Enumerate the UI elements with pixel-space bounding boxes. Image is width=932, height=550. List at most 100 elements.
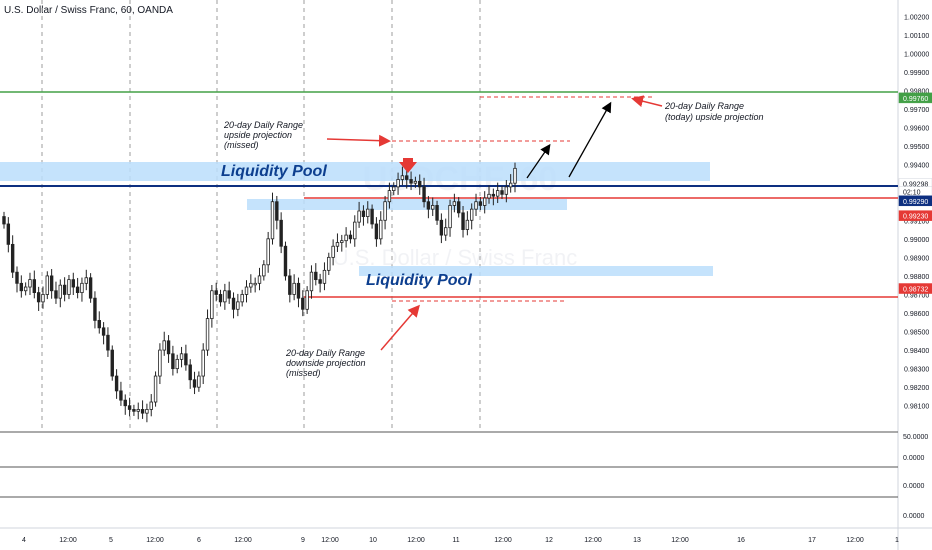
candle-body [153,375,158,403]
indicator-tick: 0.0000 [903,513,925,520]
candle-body [275,201,279,221]
time-axis[interactable]: 4 12:00 5 12:00 6 12:00 9 12:00 10 12:00 11 12:00 12… [22,537,899,544]
candle-body [305,290,309,310]
downside-missed-note: 20-day Daily Range downside projection (… [285,348,368,378]
candle-body [62,284,67,295]
candle-body [474,201,478,210]
price-label-text: 0.99760 [903,96,928,103]
candle-body [279,219,283,247]
candle-body [457,201,461,214]
red-arrow-downside-missed [380,304,420,351]
candle-body [422,186,426,203]
candle-body [223,290,227,303]
price-label-text: 0.99298 [903,182,928,189]
indicator-tick: 50.0000 [903,434,928,441]
time-tick: 12:00 [321,537,339,544]
indicator-tick: 0.0000 [903,483,925,490]
candle-body [49,275,54,292]
upside-missed-note: 20-day Daily Range upside projection (mi… [223,120,306,150]
candle-body [188,364,192,381]
candle-body [283,245,288,277]
price-tick: 0.98100 [904,404,929,411]
time-tick: 13 [633,537,641,544]
chart-title: U.S. Dollar / Swiss Franc, 60, OANDA [4,5,173,16]
candle-body [500,190,504,195]
upside-today-line-2: (today) upside projection [665,112,764,122]
watermark-name: U.S. Dollar / Swiss Franc [333,245,578,270]
candle-body [353,221,357,240]
candle-body [175,358,179,370]
price-tick: 0.98300 [904,367,929,374]
upside-today-line-1: 20-day Daily Range [664,101,744,111]
candle-body [184,353,188,366]
candle-body [54,290,58,299]
time-tick: 4 [22,537,26,544]
candle-body [97,320,101,329]
liquidity-zone-upper [0,162,710,181]
candle-body [119,390,123,401]
candle-body [171,353,175,370]
price-tick: 0.99700 [904,107,929,114]
candle-body [495,190,500,197]
candle-body [88,277,93,299]
candle-body [197,375,201,388]
candle-body [205,318,210,351]
candle-body [348,234,353,240]
candle-body [140,409,145,414]
candle-body [344,234,348,242]
candle-body [244,286,249,295]
price-tick: 0.98800 [904,274,929,281]
price-tick: 1.00100 [904,33,929,40]
candle-body [253,282,257,286]
candle-body [236,301,240,310]
candle-body [71,279,75,288]
candle-body [288,275,292,295]
candle-body [149,401,153,410]
indicator-tick: 0.0000 [903,455,925,462]
price-tick: 0.99000 [904,237,929,244]
candle-body [322,269,327,284]
candle-body [249,282,253,288]
price-tick: 0.98900 [904,255,929,262]
candle-body [461,212,465,230]
downside-missed-line-2: downside projection [286,358,366,368]
candle-body [266,238,270,266]
candle-body [114,375,119,392]
candle-body [482,197,487,206]
price-tick: 0.98400 [904,348,929,355]
price-axis[interactable]: 1.002001.001001.000000.999000.998000.997… [904,14,929,410]
candle-body [45,275,50,295]
candle-body [162,340,166,351]
candle-body [418,180,422,188]
candle-body [400,175,405,180]
candle-body [210,290,214,319]
downside-missed-line-1: 20-day Daily Range [285,348,365,358]
candle-body [2,216,6,225]
candle-body [214,290,218,295]
price-tick: 0.98500 [904,330,929,337]
candle-body [409,179,413,184]
candle-body [331,245,335,258]
upside-missed-line-1: 20-day Daily Range [223,120,303,130]
time-tick: 12:00 [407,537,425,544]
candle-body [41,294,45,303]
candle-body [314,271,318,281]
candle-body [262,264,266,277]
candle-body [413,180,418,184]
red-arrow-upside-missed [326,134,391,147]
day-separators [41,0,481,430]
candle-body [218,294,223,303]
candle-body [75,286,80,294]
candle-body [513,167,517,184]
candle-body [240,294,244,303]
price-label-box [898,195,932,207]
candle-body [84,277,88,284]
candle-body [383,201,387,221]
candle-body [136,409,140,412]
black-arrow-short [526,143,551,179]
candle-body [370,208,374,225]
projection-lines [392,96,655,302]
candle-body [309,271,314,292]
